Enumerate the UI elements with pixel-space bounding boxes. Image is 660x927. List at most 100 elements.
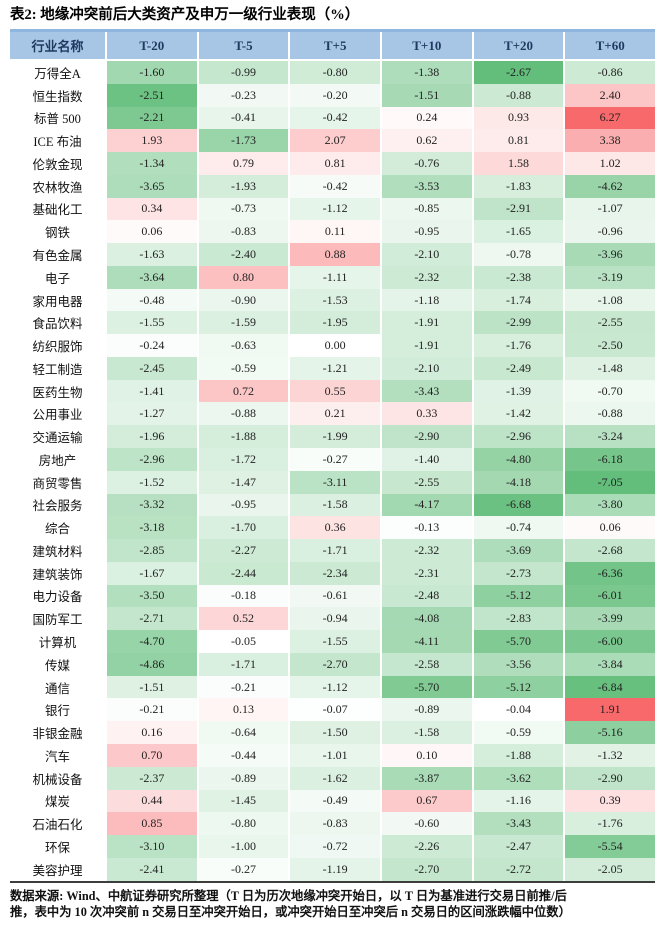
value-cell: -1.16 (471, 789, 564, 813)
performance-heatmap-table: 行业名称 T-20 T-5 T+5 T+10 T+20 T+60 万得全A -1.60 -0.9… (10, 29, 655, 883)
value-cell: -0.80 (288, 61, 380, 84)
value-cell: -0.74 (471, 516, 564, 540)
value-cell: 0.24 (379, 106, 472, 130)
column-header: T+60 (563, 32, 655, 59)
row-label: 医药生物 (10, 379, 105, 403)
row-label: 汽车 (10, 743, 105, 767)
value-cell: -2.67 (471, 61, 564, 84)
table-row: 电力设备 -3.50 -0.18 -0.61 -2.48 -5.12 -6.01 (10, 584, 655, 608)
value-cell: -2.55 (379, 470, 472, 494)
value-cell: -4.86 (105, 652, 197, 676)
value-cell: -3.19 (563, 265, 655, 289)
table-row: 传媒 -4.86 -1.71 -2.70 -2.58 -3.56 -3.84 (10, 652, 655, 676)
value-cell: -3.69 (471, 539, 564, 562)
row-label: 电子 (10, 265, 105, 289)
value-cell: 1.58 (471, 152, 564, 175)
value-cell: -0.59 (471, 721, 564, 744)
value-cell: -0.23 (196, 83, 289, 107)
value-cell: -2.34 (288, 561, 380, 585)
value-cell: -3.43 (379, 379, 472, 403)
value-cell: -1.76 (471, 334, 564, 357)
value-cell: -1.21 (288, 356, 380, 380)
value-cell: -1.71 (196, 652, 289, 676)
value-cell: -1.62 (288, 766, 380, 790)
value-cell: -3.62 (471, 766, 564, 790)
value-cell: -3.99 (563, 607, 655, 631)
row-label: 建筑装饰 (10, 561, 105, 585)
value-cell: -0.86 (563, 61, 655, 84)
value-cell: -5.54 (563, 835, 655, 858)
value-cell: -0.73 (196, 197, 289, 221)
header-row: 行业名称 T-20 T-5 T+5 T+10 T+20 T+60 (10, 29, 655, 61)
table-row: 伦敦金现 -1.34 0.79 0.81 -0.76 1.58 1.02 (10, 152, 655, 175)
row-label: 房地产 (10, 448, 105, 471)
value-cell: 0.39 (563, 789, 655, 813)
value-cell: -1.47 (196, 470, 289, 494)
row-label: 农林牧渔 (10, 174, 105, 198)
value-cell: -1.50 (288, 721, 380, 744)
table-row: 公用事业 -1.27 -0.88 0.21 0.33 -1.42 -0.88 (10, 402, 655, 426)
table-row: 美容护理 -2.41 -0.27 -1.19 -2.70 -2.72 -2.05 (10, 857, 655, 881)
value-cell: -2.48 (379, 584, 472, 608)
value-cell: -2.90 (563, 766, 655, 790)
value-cell: -0.78 (471, 243, 564, 266)
value-cell: -0.64 (196, 721, 289, 744)
value-cell: -5.70 (471, 630, 564, 653)
report-table-page: { "title": "表2: 地缘冲突前后大类资产及申万一级行业表现（%）",… (0, 6, 660, 927)
value-cell: -5.16 (563, 721, 655, 744)
value-cell: 0.21 (288, 402, 380, 426)
value-cell: -4.08 (379, 607, 472, 631)
value-cell: -5.12 (471, 584, 564, 608)
row-label: 银行 (10, 698, 105, 722)
value-cell: -6.84 (563, 675, 655, 699)
row-label: 公用事业 (10, 402, 105, 426)
value-cell: -7.05 (563, 470, 655, 494)
table-row: 房地产 -2.96 -1.72 -0.27 -1.40 -4.80 -6.18 (10, 448, 655, 471)
value-cell: 0.70 (105, 743, 197, 767)
value-cell: -0.94 (288, 607, 380, 631)
value-cell: -0.72 (288, 835, 380, 858)
row-label: 电力设备 (10, 584, 105, 608)
value-cell: -2.51 (105, 83, 197, 107)
table-row: 煤炭 0.44 -1.45 -0.49 0.67 -1.16 0.39 (10, 789, 655, 813)
value-cell: -1.19 (288, 857, 380, 881)
table-row: 石油石化 0.85 -0.80 -0.83 -0.60 -3.43 -1.76 (10, 812, 655, 836)
value-cell: -3.43 (471, 812, 564, 836)
value-cell: -1.88 (196, 425, 289, 449)
value-cell: -3.50 (105, 584, 197, 608)
value-cell: -2.96 (105, 448, 197, 471)
value-cell: -1.51 (379, 83, 472, 107)
value-cell: -1.74 (471, 288, 564, 312)
value-cell: -1.70 (196, 516, 289, 540)
value-cell: -0.80 (196, 812, 289, 836)
value-cell: -3.10 (105, 835, 197, 858)
value-cell: -0.99 (196, 61, 289, 84)
value-cell: -5.12 (471, 675, 564, 699)
value-cell: -6.00 (563, 630, 655, 653)
value-cell: -3.18 (105, 516, 197, 540)
value-cell: 0.81 (288, 152, 380, 175)
value-cell: -1.27 (105, 402, 197, 426)
value-cell: -3.24 (563, 425, 655, 449)
value-cell: 0.16 (105, 721, 197, 744)
value-cell: -2.72 (471, 857, 564, 881)
row-label: 有色金属 (10, 243, 105, 266)
value-cell: -3.96 (563, 243, 655, 266)
value-cell: -0.21 (196, 675, 289, 699)
value-cell: 0.06 (105, 220, 197, 244)
row-label: 石油石化 (10, 812, 105, 836)
value-cell: 0.81 (471, 129, 564, 153)
value-cell: -6.01 (563, 584, 655, 608)
value-cell: -2.32 (379, 265, 472, 289)
value-cell: -1.95 (288, 311, 380, 335)
value-cell: -1.38 (379, 61, 472, 84)
value-cell: -2.91 (471, 197, 564, 221)
table-row: 社会服务 -3.32 -0.95 -1.58 -4.17 -6.68 -3.80 (10, 493, 655, 517)
table-row: 建筑材料 -2.85 -2.27 -1.71 -2.32 -3.69 -2.68 (10, 539, 655, 562)
table-row: 食品饮料 -1.55 -1.59 -1.95 -1.91 -2.99 -2.55 (10, 311, 655, 335)
value-cell: -4.62 (563, 174, 655, 198)
table-row: 轻工制造 -2.45 -0.59 -1.21 -2.10 -2.49 -1.48 (10, 356, 655, 380)
value-cell: 0.88 (288, 243, 380, 266)
row-label: 机械设备 (10, 766, 105, 790)
row-label: 基础化工 (10, 197, 105, 221)
